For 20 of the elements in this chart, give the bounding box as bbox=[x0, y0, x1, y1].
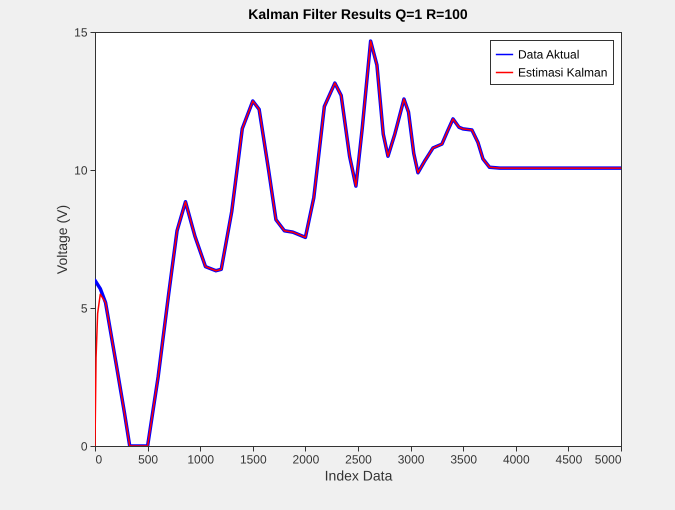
x-tick-label: 500 bbox=[138, 452, 158, 466]
x-tick-label: 5000 bbox=[594, 452, 622, 466]
legend-label: Data Aktual bbox=[518, 48, 580, 62]
x-tick-label: 3000 bbox=[398, 452, 425, 466]
x-tick-label: 4500 bbox=[556, 452, 583, 466]
x-tick-label: 1500 bbox=[240, 452, 267, 466]
x-tick-label: 3500 bbox=[450, 452, 478, 466]
x-tick-label: 0 bbox=[96, 452, 102, 466]
x-axis-title: Index Data bbox=[324, 468, 393, 484]
legend-label: Estimasi Kalman bbox=[518, 66, 608, 80]
y-tick-label: 15 bbox=[74, 26, 88, 40]
x-tick-label: 1000 bbox=[187, 452, 214, 466]
x-tick-label: 4000 bbox=[502, 452, 530, 466]
chart-title: Kalman Filter Results Q=1 R=100 bbox=[248, 6, 468, 22]
x-tick-label: 2500 bbox=[345, 452, 372, 466]
y-tick-label: 5 bbox=[80, 302, 88, 316]
y-axis-title: Voltage (V) bbox=[54, 204, 70, 274]
y-tick-label: 10 bbox=[74, 164, 88, 178]
x-tick-label: 2000 bbox=[292, 452, 320, 466]
y-tick-label: 0 bbox=[80, 440, 88, 454]
